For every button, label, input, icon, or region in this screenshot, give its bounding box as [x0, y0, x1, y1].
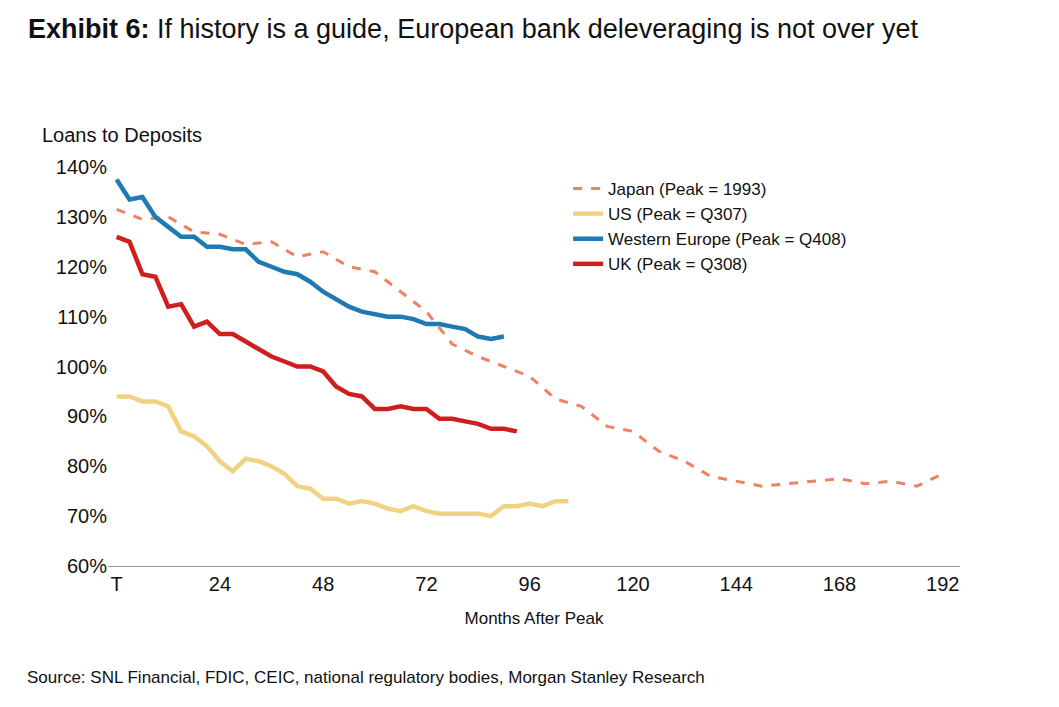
svg-text:120%: 120% — [56, 256, 107, 278]
svg-text:Source: SNL Financial, FDIC, C: Source: SNL Financial, FDIC, CEIC, natio… — [27, 668, 705, 687]
svg-text:Months After Peak: Months After Peak — [465, 609, 604, 628]
svg-text:110%: 110% — [57, 306, 107, 328]
svg-text:90%: 90% — [67, 405, 107, 427]
svg-text:24: 24 — [209, 573, 231, 595]
svg-text:192: 192 — [926, 573, 959, 595]
svg-text:Japan (Peak = 1993): Japan (Peak = 1993) — [608, 180, 766, 199]
html-text:Exhibit 6: If history is a gui: Exhibit 6: If history is a guide, Europe… — [28, 14, 918, 44]
svg-text:70%: 70% — [67, 505, 107, 527]
svg-text:144: 144 — [720, 573, 753, 595]
svg-text:100%: 100% — [56, 356, 107, 378]
svg-text:US (Peak = Q307): US (Peak = Q307) — [608, 205, 747, 224]
svg-text:140%: 140% — [56, 156, 107, 178]
svg-text:UK (Peak = Q308): UK (Peak = Q308) — [608, 255, 747, 274]
svg-text:72: 72 — [415, 573, 437, 595]
svg-text:48: 48 — [312, 573, 334, 595]
svg-text:60%: 60% — [67, 555, 107, 577]
svg-text:96: 96 — [519, 573, 541, 595]
svg-text:120: 120 — [616, 573, 649, 595]
svg-text:Western Europe (Peak = Q408): Western Europe (Peak = Q408) — [608, 230, 846, 249]
svg-text:130%: 130% — [56, 206, 107, 228]
svg-text:Loans to Deposits: Loans to Deposits — [42, 124, 202, 146]
svg-text:T: T — [111, 573, 123, 595]
svg-text:168: 168 — [823, 573, 856, 595]
svg-text:80%: 80% — [67, 455, 107, 477]
